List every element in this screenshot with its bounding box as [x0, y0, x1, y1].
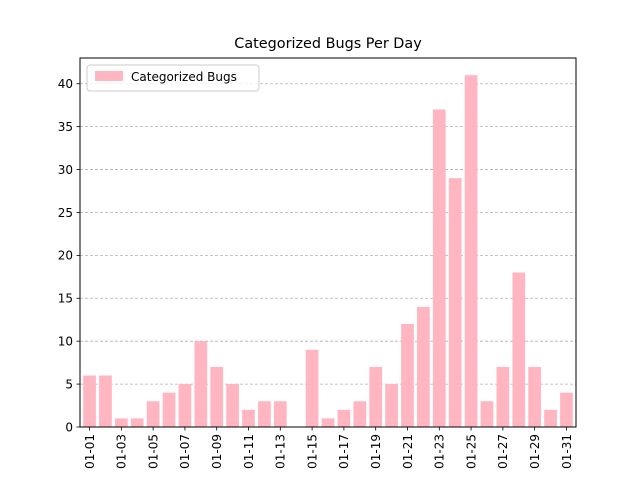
bar-01-31: [560, 392, 573, 427]
bar-01-05: [146, 401, 160, 427]
bar-01-27: [496, 366, 510, 427]
x-tick-label: 01-09: [210, 434, 224, 469]
bar-01-30: [544, 409, 557, 427]
bar-01-03: [114, 418, 128, 427]
chart-title: Categorized Bugs Per Day: [234, 36, 422, 52]
x-tick-label: 01-19: [369, 434, 383, 469]
bar-01-12: [258, 401, 271, 427]
y-axis: 0 5 10 15 20 25 30 35 40: [58, 77, 80, 434]
x-tick-label: 01-27: [496, 434, 510, 469]
bar-01-26: [480, 401, 494, 427]
x-tick-label: 01-15: [305, 434, 319, 469]
x-tick-label: 01-31: [560, 434, 574, 469]
bar-01-06: [162, 392, 176, 427]
bar-01-17: [337, 409, 351, 427]
y-tick-label: 25: [58, 206, 73, 220]
bar-01-29: [528, 366, 542, 427]
legend-box: [86, 64, 260, 92]
bar-01-09: [210, 366, 224, 427]
bar-01-22: [417, 306, 430, 427]
bar-01-28: [512, 272, 526, 427]
bars: [83, 75, 573, 428]
y-tick-label: 20: [58, 249, 73, 263]
x-tick-label: 01-07: [178, 434, 192, 469]
y-tick-label: 10: [58, 334, 73, 348]
x-tick-label: 01-25: [464, 434, 478, 469]
x-tick-label: 01-23: [433, 434, 447, 469]
bar-01-18: [353, 401, 367, 427]
x-tick-label: 01-01: [83, 434, 97, 469]
bar-01-04: [130, 418, 144, 427]
x-tick-label: 01-17: [337, 434, 351, 469]
x-tick-label: 01-13: [274, 434, 288, 469]
x-tick-label: 01-29: [528, 434, 542, 469]
y-tick-label: 35: [58, 120, 73, 134]
y-tick-label: 0: [65, 420, 73, 434]
x-axis: 01-01 01-03 01-05 01-07 01-09 01-11 01-13 01-15…: [83, 427, 574, 469]
bar-01-16: [321, 418, 335, 427]
x-tick-label: 01-03: [115, 434, 129, 469]
bar-01-01: [83, 375, 96, 427]
legend: Categorized Bugs: [86, 64, 260, 92]
y-tick-label: 40: [58, 77, 73, 91]
y-tick-label: 30: [58, 163, 73, 177]
plot-frame: [79, 57, 577, 428]
bar-01-13: [273, 401, 287, 427]
bar-01-23: [432, 109, 446, 427]
bar-01-15: [305, 349, 319, 427]
bar-01-19: [369, 366, 383, 427]
bar-01-10: [226, 384, 239, 427]
bar-01-21: [401, 324, 414, 427]
bar-01-20: [385, 384, 398, 427]
bar-01-25: [464, 75, 478, 428]
bar-01-07: [178, 384, 192, 427]
legend-swatch: [95, 71, 123, 81]
x-tick-label: 01-11: [242, 434, 256, 469]
bar-01-11: [242, 409, 255, 427]
bar-01-24: [448, 178, 462, 427]
bar-01-02: [99, 375, 112, 427]
y-tick-label: 5: [65, 377, 73, 391]
x-tick-label: 01-21: [401, 434, 415, 469]
x-tick-label: 01-05: [146, 434, 160, 469]
bar-01-08: [194, 341, 208, 427]
y-tick-label: 15: [58, 292, 73, 306]
legend-label: Categorized Bugs: [131, 70, 237, 84]
gridlines: [80, 83, 576, 385]
